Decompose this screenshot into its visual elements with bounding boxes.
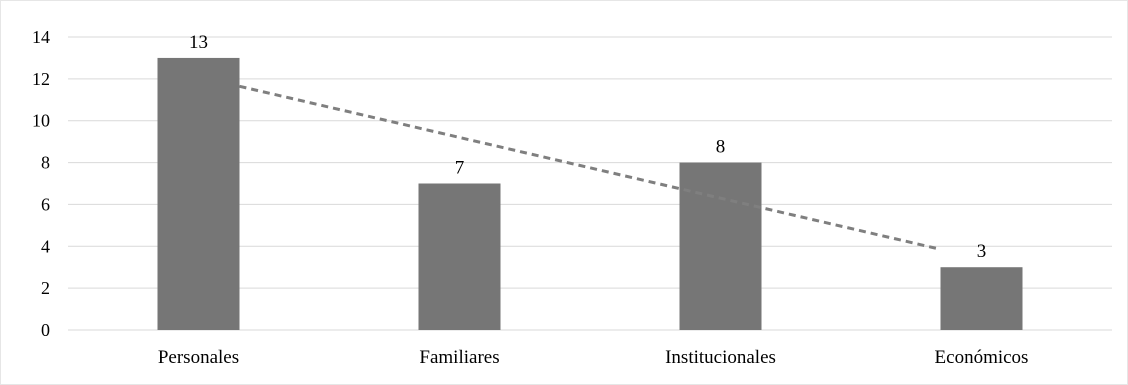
- bars: [157, 57, 1023, 331]
- y-tick-label: 14: [32, 27, 50, 47]
- data-label: 3: [977, 241, 987, 262]
- data-labels: 13 7 8 3: [189, 32, 986, 262]
- y-tick-label: 6: [41, 194, 50, 214]
- category-label: Personales: [158, 347, 239, 368]
- trendline-line: [239, 84, 941, 251]
- category-label: Económicos: [935, 347, 1029, 368]
- bar: [679, 162, 762, 330]
- category-label: Familiares: [419, 347, 499, 368]
- gridlines: [68, 36, 1112, 331]
- y-tick-label: 2: [41, 278, 50, 298]
- data-label: 7: [455, 158, 465, 179]
- bar: [157, 57, 240, 331]
- y-tick-label: 12: [32, 69, 50, 89]
- data-label: 8: [716, 137, 726, 158]
- y-tick-label: 10: [32, 111, 50, 131]
- data-label: 13: [189, 32, 208, 53]
- category-label: Institucionales: [665, 347, 776, 368]
- y-tick-label: 4: [41, 236, 50, 256]
- bar: [940, 267, 1023, 330]
- y-tick-label: 8: [41, 153, 50, 173]
- y-axis-ticks: 0 2 4 6 8 10 12 14: [32, 27, 50, 340]
- bar: [418, 183, 501, 330]
- category-labels: Personales Familiares Institucionales Econó…: [158, 347, 1029, 368]
- y-tick-label: 0: [41, 320, 50, 340]
- trendline: [239, 84, 941, 251]
